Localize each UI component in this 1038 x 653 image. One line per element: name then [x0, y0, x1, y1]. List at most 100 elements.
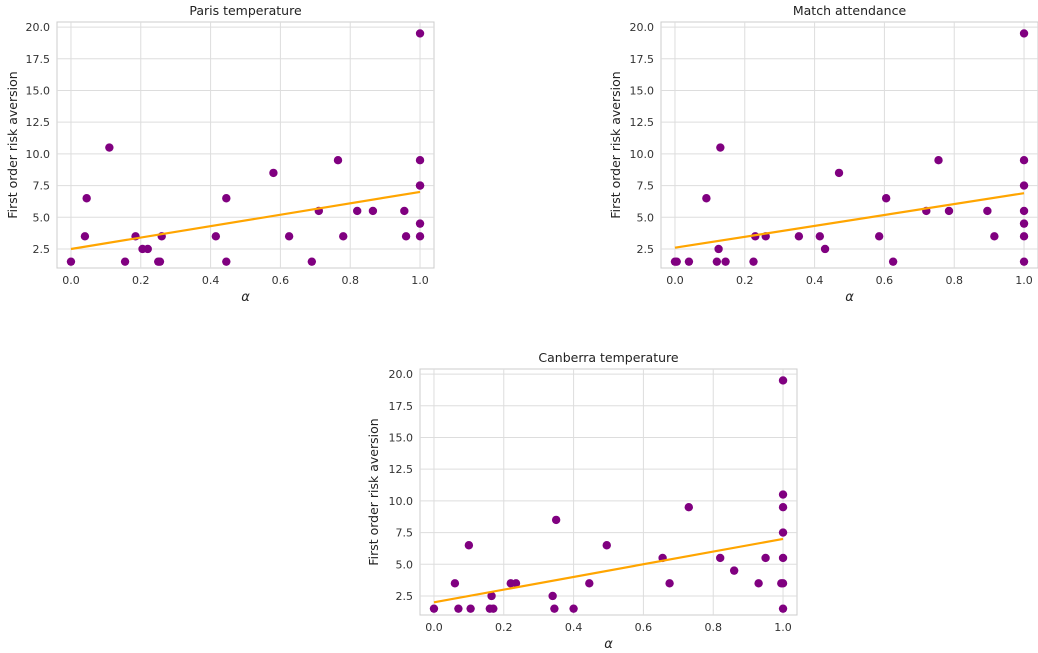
plot-area — [56, 21, 435, 269]
data-point — [874, 232, 884, 241]
data-point — [1019, 219, 1029, 228]
data-point — [684, 257, 694, 266]
data-point — [815, 232, 825, 241]
data-point — [712, 257, 722, 266]
data-point — [105, 143, 114, 152]
y-tick-label: 17.5 — [389, 400, 414, 413]
data-point — [415, 219, 425, 228]
x-axis-label: α — [845, 290, 854, 305]
x-tick-label: 1.0 — [774, 621, 792, 634]
data-point — [1019, 156, 1029, 165]
data-point — [548, 591, 557, 601]
data-point — [307, 257, 317, 266]
x-axis-label: α — [604, 637, 613, 652]
x-tick-label: 0.8 — [704, 621, 722, 634]
data-point — [333, 156, 343, 165]
data-point — [1019, 232, 1029, 241]
y-tick-label: 12.5 — [630, 116, 655, 129]
data-point — [415, 232, 425, 241]
data-point — [983, 206, 992, 216]
y-tick-label: 10.0 — [26, 148, 51, 161]
data-point — [761, 553, 770, 563]
data-point — [754, 579, 763, 588]
data-point — [211, 232, 221, 241]
y-tick-label: 12.5 — [389, 463, 414, 476]
x-tick-label: 0.2 — [495, 621, 513, 634]
x-tick-label: 0.0 — [666, 274, 684, 287]
y-tick-label: 15.0 — [26, 84, 51, 97]
data-point — [80, 232, 90, 241]
y-tick-label: 20.0 — [630, 21, 655, 34]
data-point — [665, 579, 674, 588]
x-tick-label: 0.8 — [341, 274, 359, 287]
y-tick-label: 2.5 — [396, 590, 414, 603]
y-tick-label: 10.0 — [630, 148, 655, 161]
x-tick-label: 0.6 — [635, 621, 653, 634]
x-tick-label: 0.4 — [202, 274, 220, 287]
data-point — [749, 257, 758, 266]
y-tick-label: 12.5 — [26, 116, 51, 129]
data-point — [143, 244, 152, 254]
data-point — [339, 232, 348, 241]
data-point — [466, 604, 475, 613]
data-point — [778, 604, 788, 613]
y-tick-label: 20.0 — [389, 368, 414, 381]
y-tick-label: 15.0 — [389, 431, 414, 444]
data-point — [778, 528, 788, 537]
data-point — [778, 490, 788, 499]
data-point — [511, 579, 521, 588]
chart-title: Paris temperature — [189, 3, 302, 18]
y-tick-label: 5.0 — [637, 211, 655, 224]
data-point — [729, 566, 739, 575]
data-point — [702, 194, 711, 203]
y-tick-label: 2.5 — [637, 243, 655, 256]
fit-line — [674, 192, 1025, 249]
data-point — [934, 156, 943, 165]
x-tick-label: 1.0 — [411, 274, 429, 287]
y-tick-label: 7.5 — [396, 527, 414, 540]
chart-title: Canberra temperature — [538, 350, 679, 365]
data-point — [353, 206, 362, 216]
y-tick-label: 7.5 — [33, 180, 51, 193]
y-axis-label: First order risk aversion — [5, 71, 20, 218]
data-point — [222, 194, 231, 203]
data-point — [487, 591, 496, 601]
data-point — [454, 604, 463, 613]
data-point — [944, 206, 954, 216]
data-point — [1019, 181, 1029, 190]
data-point — [464, 541, 474, 550]
data-point — [778, 553, 788, 563]
data-point — [415, 29, 425, 38]
data-point — [489, 604, 498, 613]
data-point — [82, 194, 91, 203]
data-point — [778, 376, 788, 385]
data-point — [415, 156, 425, 165]
x-tick-label: 0.8 — [945, 274, 963, 287]
x-tick-label: 0.4 — [565, 621, 583, 634]
x-tick-label: 1.0 — [1015, 274, 1033, 287]
x-tick-label: 0.2 — [132, 274, 150, 287]
y-tick-label: 10.0 — [389, 495, 414, 508]
data-point — [1019, 206, 1029, 216]
data-point — [721, 257, 730, 266]
data-point — [401, 232, 411, 241]
data-point — [794, 232, 804, 241]
x-tick-label: 0.6 — [876, 274, 894, 287]
y-tick-label: 5.0 — [33, 211, 51, 224]
data-point — [569, 604, 578, 613]
data-point — [672, 257, 681, 266]
chart-title: Match attendance — [793, 3, 907, 18]
data-point — [888, 257, 898, 266]
data-point — [550, 604, 559, 613]
data-point — [400, 206, 409, 216]
data-point — [66, 257, 76, 266]
y-tick-label: 17.5 — [630, 53, 655, 66]
y-tick-label: 15.0 — [630, 84, 655, 97]
x-axis-label: α — [241, 290, 250, 305]
data-point — [1019, 29, 1029, 38]
data-point — [602, 541, 611, 550]
data-point — [990, 232, 999, 241]
data-point — [120, 257, 130, 266]
x-tick-label: 0.2 — [736, 274, 754, 287]
